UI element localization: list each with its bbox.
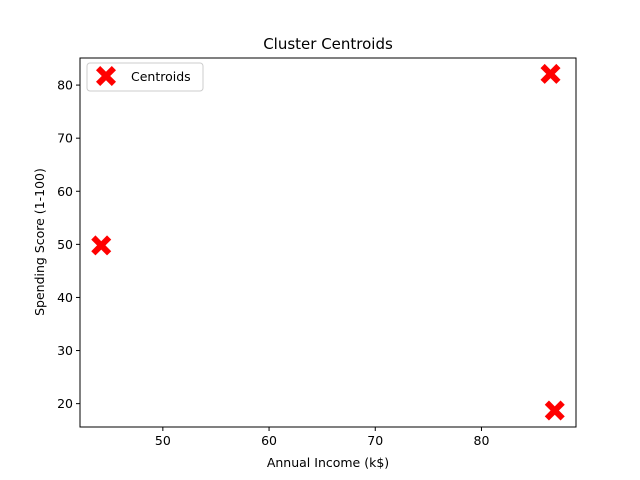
plot-area: 50 60 70 80 20 30 40 50 60 70 80 bbox=[57, 57, 577, 448]
axes-frame bbox=[79, 57, 577, 428]
chart-title: Cluster Centroids bbox=[263, 35, 393, 53]
x-tick-label: 70 bbox=[367, 433, 383, 448]
centroid-point bbox=[91, 235, 112, 256]
x-tick-label: 80 bbox=[474, 433, 490, 448]
legend-label-centroids: Centroids bbox=[131, 69, 191, 84]
y-tick-label: 20 bbox=[57, 396, 73, 411]
centroid-point bbox=[540, 63, 561, 84]
legend-frame bbox=[86, 62, 204, 92]
y-tick-label: 80 bbox=[57, 78, 73, 93]
legend: Centroids bbox=[86, 62, 204, 92]
y-axis-label: Spending Score (1-100) bbox=[32, 168, 47, 316]
y-tick-label: 70 bbox=[57, 131, 73, 146]
y-tick-label: 50 bbox=[57, 237, 73, 252]
y-tick-label: 40 bbox=[57, 290, 73, 305]
centroid-point bbox=[544, 400, 565, 421]
legend-marker-centroids bbox=[96, 66, 116, 86]
legend-marker-shape bbox=[96, 66, 116, 86]
x-tick-label: 60 bbox=[261, 433, 277, 448]
y-tick-label: 60 bbox=[57, 184, 73, 199]
x-tick-label: 50 bbox=[155, 433, 171, 448]
x-axis-label: Annual Income (k$) bbox=[267, 455, 389, 470]
y-tick-label: 30 bbox=[57, 343, 73, 358]
